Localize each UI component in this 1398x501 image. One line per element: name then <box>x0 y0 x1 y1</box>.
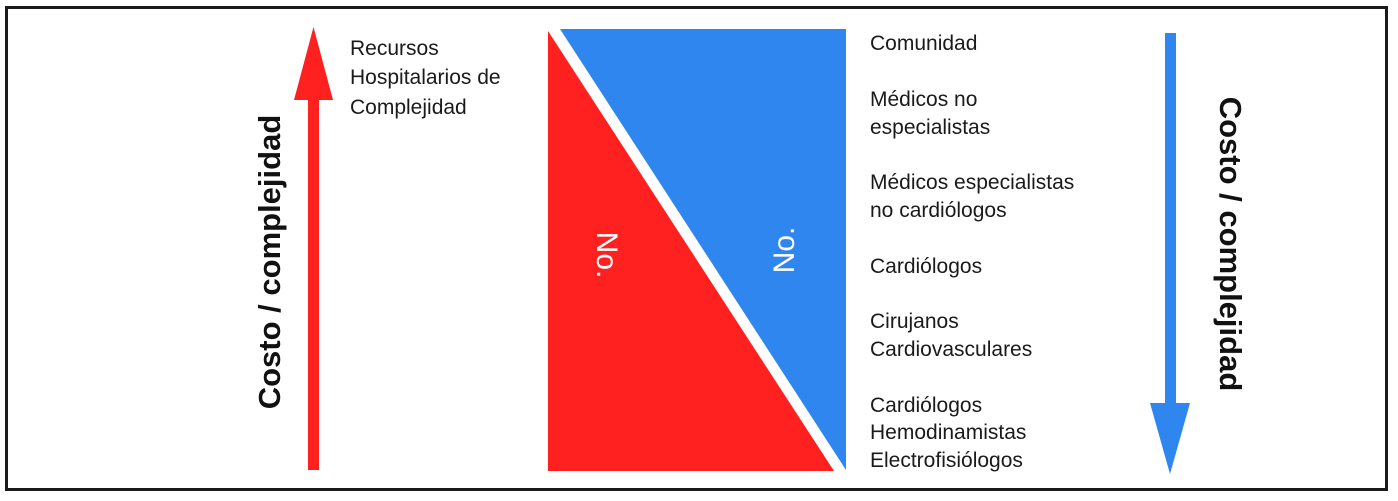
red-triangle <box>548 31 834 471</box>
level-comunidad: Comunidad <box>870 32 978 55</box>
cost-down-arrow <box>1150 33 1190 474</box>
hospital-resources-line-1: Recursos <box>350 37 439 60</box>
right-axis-label: Costo / complejidad <box>1213 96 1248 392</box>
hospital-resources-line-2: Hospitalarios de <box>350 66 501 89</box>
level-medicos-no-especialistas-line-1: Médicos no <box>870 88 978 111</box>
level-medicos-no-especialistas-line-2: especialistas <box>870 116 991 139</box>
level-hemodinamistas-line-3: Electrofisiólogos <box>870 449 1023 472</box>
red-triangle-label: No. <box>590 231 623 279</box>
level-hemodinamistas-line-1: Cardiólogos <box>870 394 983 417</box>
level-especialistas-no-cardiologos-line-1: Médicos especialistas <box>870 171 1075 194</box>
cost-up-arrow <box>294 27 333 470</box>
hospital-resources-line-3: Complejidad <box>350 96 467 119</box>
level-cardiologos: Cardiólogos <box>870 255 983 278</box>
left-axis-label: Costo / complejidad <box>252 114 287 410</box>
level-cirujanos-line-2: Cardiovasculares <box>870 338 1033 361</box>
level-especialistas-no-cardiologos-line-2: no cardiólogos <box>870 199 1007 222</box>
level-hemodinamistas-line-2: Hemodinamistas <box>870 421 1027 444</box>
blue-triangle <box>560 29 846 470</box>
blue-triangle-label: No. <box>768 226 801 274</box>
level-cirujanos-line-1: Cirujanos <box>870 310 959 333</box>
